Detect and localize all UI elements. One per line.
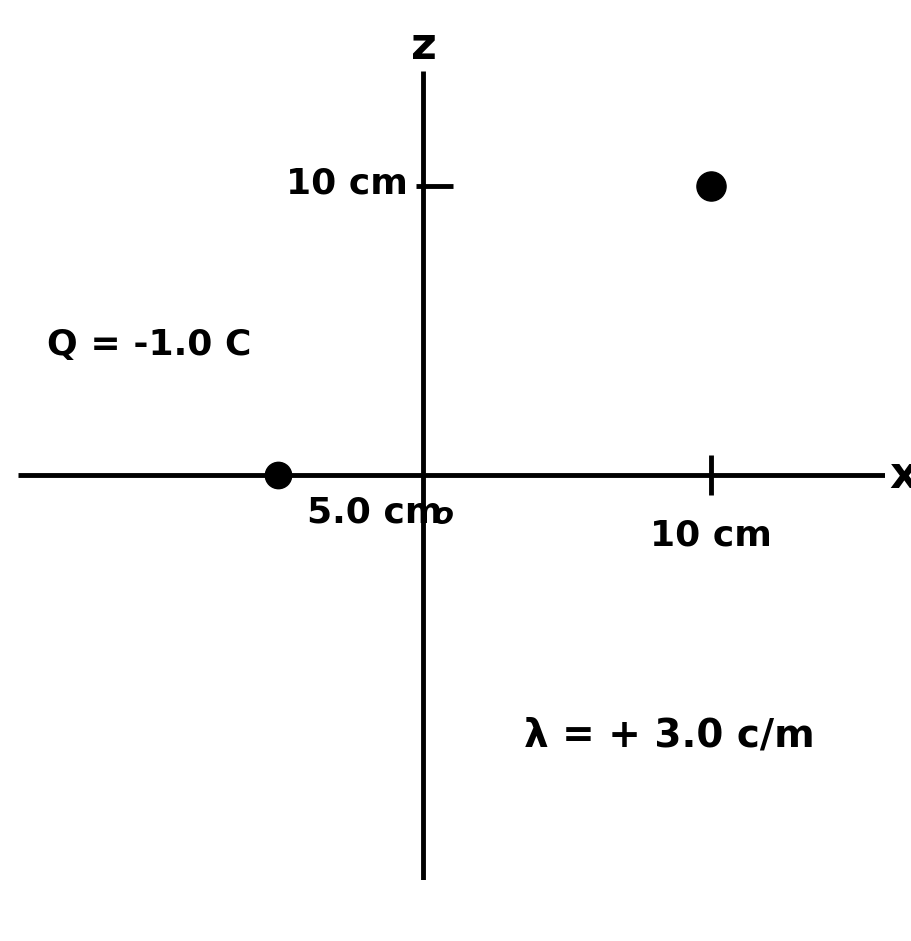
Point bbox=[703, 179, 718, 194]
Text: 5.0 cm: 5.0 cm bbox=[307, 495, 442, 530]
Text: z: z bbox=[411, 25, 436, 68]
Text: λ = + 3.0 c/m: λ = + 3.0 c/m bbox=[523, 716, 814, 754]
Text: Q = -1.0 C: Q = -1.0 C bbox=[47, 328, 251, 362]
Text: o: o bbox=[432, 502, 453, 530]
Text: 10 cm: 10 cm bbox=[650, 518, 772, 552]
Point bbox=[271, 468, 285, 483]
Text: 10 cm: 10 cm bbox=[286, 167, 408, 200]
Text: x: x bbox=[888, 454, 911, 497]
